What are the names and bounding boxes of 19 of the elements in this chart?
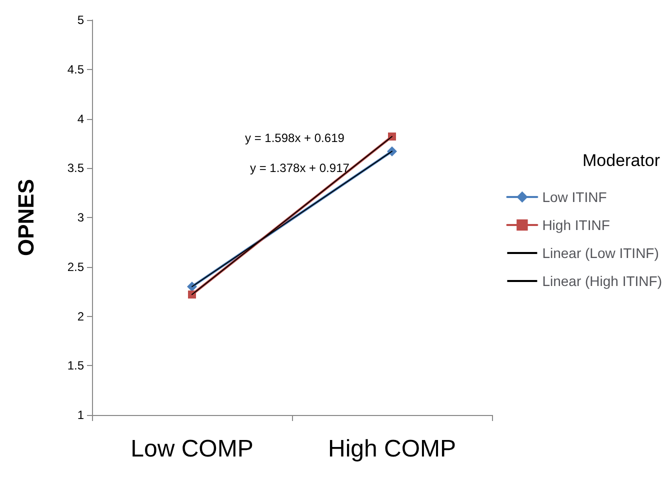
y-tick-label: 3.5 — [67, 161, 84, 176]
y-tick-label: 2 — [77, 309, 84, 324]
y-tick-label: 4.5 — [67, 62, 84, 76]
y-tick-label: 4 — [77, 112, 84, 126]
y-tick-label: 3 — [77, 210, 84, 224]
annotation: y = 1.378x + 0.917 — [250, 161, 350, 175]
y-tick-label: 2.5 — [67, 260, 84, 274]
x-tick-label: High COMP — [328, 436, 456, 462]
annotation: y = 1.598x + 0.619 — [245, 131, 345, 145]
y-tick-label: 1 — [77, 408, 84, 422]
legend-title: Moderator — [582, 151, 660, 170]
legend-label: Low ITINF — [542, 189, 607, 205]
legend-label: High ITINF — [542, 217, 610, 233]
y-tick-label: 1.5 — [67, 358, 84, 373]
x-tick-label: Low COMP — [130, 436, 254, 462]
legend-label: Linear (Low ITINF) — [542, 245, 659, 261]
legend-label: Linear (High ITINF) — [542, 273, 662, 289]
y-axis-title: OPNES — [14, 178, 38, 256]
y-tick-label: 5 — [77, 13, 84, 27]
